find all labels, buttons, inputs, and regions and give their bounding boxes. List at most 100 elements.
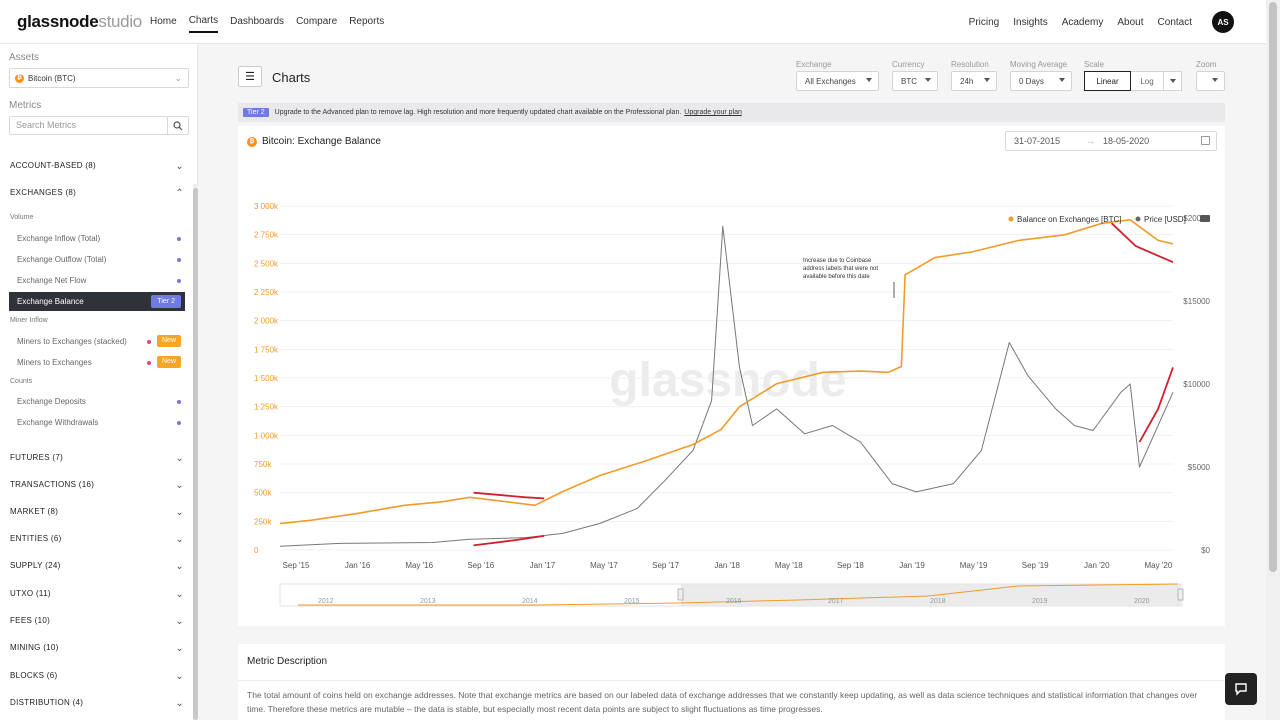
chat-button[interactable] — [1225, 673, 1257, 705]
nav-insights[interactable]: Insights — [1013, 16, 1048, 28]
navigator-handle-right[interactable] — [1177, 588, 1184, 601]
zoom-control: Zoom — [1196, 60, 1225, 91]
upgrade-link[interactable]: Upgrade your plan — [684, 109, 742, 116]
metric-exchange-outflow[interactable]: Exchange Outflow (Total) — [9, 250, 185, 269]
metric-miners-to-exchanges[interactable]: Miners to Exchanges New — [9, 353, 185, 372]
new-dot — [147, 340, 151, 344]
caret-down-icon — [1059, 78, 1065, 82]
scale-linear-button[interactable]: Linear — [1084, 71, 1131, 91]
tier-dot — [177, 258, 181, 262]
category-mining[interactable]: MINING (10) ⌄ — [10, 643, 184, 654]
y-right-tick-label: $0 — [1201, 546, 1210, 555]
nav-contact[interactable]: Contact — [1157, 16, 1192, 28]
nav-dashboards[interactable]: Dashboards — [230, 16, 285, 27]
sidebar-scrollbar-thumb[interactable] — [193, 188, 198, 720]
metric-label: Miners to Exchanges (stacked) — [17, 337, 127, 346]
category-blocks[interactable]: BLOCKS (6) ⌄ — [10, 671, 184, 682]
brand-logo[interactable]: glassnodestudio — [17, 12, 142, 31]
bitcoin-icon: ₿ — [15, 73, 24, 83]
chart-card: ₿ Bitcoin: Exchange Balance 31-07-2015 →… — [238, 126, 1225, 626]
moving-average-control: Moving Average 0 Days — [1010, 60, 1072, 91]
y-left-tick-label: 2 250k — [254, 288, 279, 297]
x-tick-label: May '20 — [1145, 561, 1173, 570]
caret-down-icon — [866, 78, 872, 82]
nav-home[interactable]: Home — [150, 16, 177, 27]
category-market[interactable]: MARKET (8) ⌄ — [10, 507, 184, 518]
nav-compare[interactable]: Compare — [296, 16, 338, 27]
chevron-down-icon: ⌄ — [175, 507, 184, 518]
search-input[interactable]: Search Metrics — [9, 116, 189, 135]
metric-exchange-balance[interactable]: Exchange Balance Tier 2 — [9, 292, 185, 311]
subhead-miner-inflow: Miner Inflow — [10, 317, 48, 324]
metric-exchange-deposits[interactable]: Exchange Deposits — [9, 392, 185, 411]
legend-dot-balance — [1008, 216, 1014, 222]
tier-dot — [177, 279, 181, 283]
category-label: EXCHANGES (8) — [10, 188, 77, 197]
currency-select[interactable]: BTC — [892, 71, 938, 91]
menu-button[interactable]: ☰ — [238, 66, 262, 87]
nav-reports[interactable]: Reports — [349, 16, 385, 27]
y-right-tick-label: $20000 — [1183, 214, 1210, 223]
chevron-down-icon: ⌄ — [175, 161, 184, 172]
category-distribution[interactable]: DISTRIBUTION (4) ⌄ — [10, 698, 184, 709]
category-futures[interactable]: FUTURES (7) ⌄ — [10, 453, 184, 464]
x-tick-label: May '17 — [590, 561, 618, 570]
category-label: SUPPLY (24) — [10, 561, 61, 570]
chevron-up-icon: ⌃ — [175, 188, 184, 199]
subhead-counts: Counts — [10, 378, 33, 385]
moving-average-select[interactable]: 0 Days — [1010, 71, 1072, 91]
navigator-handle-left[interactable] — [677, 588, 684, 601]
navigator-year-label: 2012 — [318, 598, 334, 605]
y-left-tick-label: 750k — [254, 460, 272, 469]
asset-selected: Bitcoin (BTC) — [28, 73, 76, 83]
y-right-tick-label: $10000 — [1183, 380, 1210, 389]
tier-dot — [177, 237, 181, 241]
metric-exchange-net-flow[interactable]: Exchange Net Flow — [9, 271, 185, 290]
nav-pricing[interactable]: Pricing — [968, 16, 1000, 28]
sidebar-scrollbar[interactable] — [193, 184, 198, 720]
new-badge: New — [156, 356, 181, 368]
exchange-balance-chart[interactable]: glassnode 0 250k 500k 750k 1 000k 1 250k 1 500k… — [238, 166, 1225, 616]
date-range-picker[interactable]: 31-07-2015 → 18-05-2020 — [1005, 131, 1217, 151]
search-icon[interactable] — [167, 117, 188, 134]
avatar[interactable]: AS — [1212, 11, 1234, 33]
scale-dropdown[interactable] — [1164, 71, 1182, 91]
exchange-select[interactable]: All Exchanges — [796, 71, 879, 91]
scale-log-button[interactable]: Log — [1131, 71, 1164, 91]
nav-charts[interactable]: Charts — [188, 0, 219, 33]
category-transactions[interactable]: TRANSACTIONS (16) ⌄ — [10, 480, 184, 491]
metric-exchange-inflow[interactable]: Exchange Inflow (Total) — [9, 229, 185, 248]
page-scrollbar-thumb[interactable] — [1269, 2, 1277, 572]
category-label: ACCOUNT-BASED (8) — [10, 161, 96, 170]
resolution-select[interactable]: 24h — [951, 71, 997, 91]
x-tick-label: Sep '16 — [467, 561, 494, 570]
category-utxo[interactable]: UTXO (11) ⌄ — [10, 589, 184, 600]
chart-watermark: glassnode — [609, 354, 846, 407]
chevron-down-icon: ⌄ — [175, 561, 184, 572]
metric-exchange-withdrawals[interactable]: Exchange Withdrawals — [9, 413, 185, 432]
category-supply[interactable]: SUPPLY (24) ⌄ — [10, 561, 184, 572]
x-tick-label: Jan '18 — [714, 561, 740, 570]
y-left-tick-label: 500k — [254, 489, 272, 498]
x-tick-label: Jan '17 — [530, 561, 556, 570]
category-fees[interactable]: FEES (10) ⌄ — [10, 616, 184, 627]
camera-icon[interactable] — [1200, 215, 1210, 222]
nav-about[interactable]: About — [1117, 16, 1144, 28]
category-exchanges[interactable]: EXCHANGES (8) ⌃ — [10, 188, 184, 199]
page-scrollbar[interactable] — [1266, 0, 1280, 720]
asset-select[interactable]: ₿ Bitcoin (BTC) ⌄ — [9, 68, 189, 88]
highlight-line — [473, 535, 545, 547]
resolution-value: 24h — [960, 76, 974, 86]
nav-academy[interactable]: Academy — [1061, 16, 1104, 28]
chevron-down-icon: ⌄ — [175, 643, 184, 654]
exchange-label: Exchange — [796, 60, 832, 69]
navigator-year-label: 2017 — [828, 598, 844, 605]
page-title: Charts — [272, 70, 311, 85]
zoom-select[interactable] — [1196, 71, 1225, 91]
category-account-based[interactable]: ACCOUNT-BASED (8) ⌄ — [10, 161, 184, 172]
metric-miners-stacked[interactable]: Miners to Exchanges (stacked) New — [9, 332, 185, 351]
main-nav: Home Charts Dashboards Compare Reports — [150, 0, 396, 44]
x-tick-label: Sep '18 — [837, 561, 864, 570]
category-entities[interactable]: ENTITIES (6) ⌄ — [10, 534, 184, 545]
subhead-volume: Volume — [10, 214, 34, 221]
